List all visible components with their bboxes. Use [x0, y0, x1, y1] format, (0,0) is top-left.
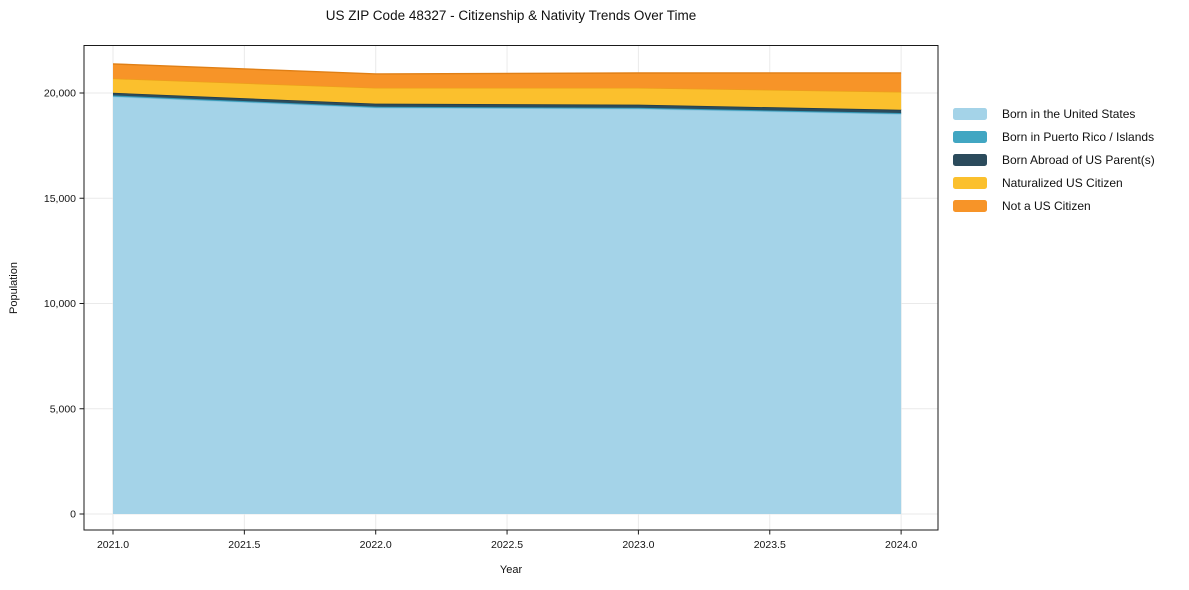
legend-item: Born in Puerto Rico / Islands: [953, 125, 1155, 148]
legend-swatch: [953, 130, 987, 143]
area-layer: [113, 96, 902, 514]
y-tick-label: 20,000: [44, 88, 76, 100]
area-layer: [113, 78, 902, 110]
legend-item: Not a US Citizen: [953, 195, 1155, 218]
x-tick-label: 2023.0: [622, 539, 654, 551]
legend-swatch: [953, 177, 987, 190]
chart-title: US ZIP Code 48327 - Citizenship & Nativi…: [325, 8, 697, 23]
legend: Born in the United States Born in Puerto…: [953, 102, 1155, 218]
legend-swatch: [953, 200, 987, 213]
x-tick-label: 2023.5: [754, 539, 786, 551]
legend-swatch: [953, 153, 987, 166]
y-tick-label: 5,000: [50, 403, 76, 415]
area-layer: [113, 63, 902, 92]
legend-item: Born in the United States: [953, 102, 1155, 125]
legend-item: Naturalized US Citizen: [953, 172, 1155, 195]
legend-item-label: Born Abroad of US Parent(s): [1002, 152, 1155, 167]
x-tick-label: 2022.5: [491, 539, 523, 551]
area-layer: [113, 92, 902, 113]
y-tick-label: 15,000: [44, 193, 76, 205]
legend-item-label: Born in the United States: [1002, 106, 1136, 121]
x-axis-title: Year: [499, 564, 523, 576]
x-tick-label: 2021.5: [228, 539, 260, 551]
legend-item-label: Naturalized US Citizen: [1002, 176, 1123, 191]
axes-box: [83, 45, 939, 531]
x-tick-label: 2024.0: [885, 539, 917, 551]
legend-item-label: Not a US Citizen: [1002, 199, 1091, 214]
legend-item: Born Abroad of US Parent(s): [953, 148, 1155, 171]
y-tick-label: 0: [70, 509, 76, 521]
x-tick-label: 2021.0: [97, 539, 129, 551]
y-axis-title: Population: [8, 262, 20, 314]
legend-swatch: [953, 107, 987, 120]
x-tick-label: 2022.0: [360, 539, 392, 551]
y-tick-label: 10,000: [44, 298, 76, 310]
legend-item-label: Born in Puerto Rico / Islands: [1002, 129, 1155, 144]
area-boundary-line: [112, 63, 902, 75]
